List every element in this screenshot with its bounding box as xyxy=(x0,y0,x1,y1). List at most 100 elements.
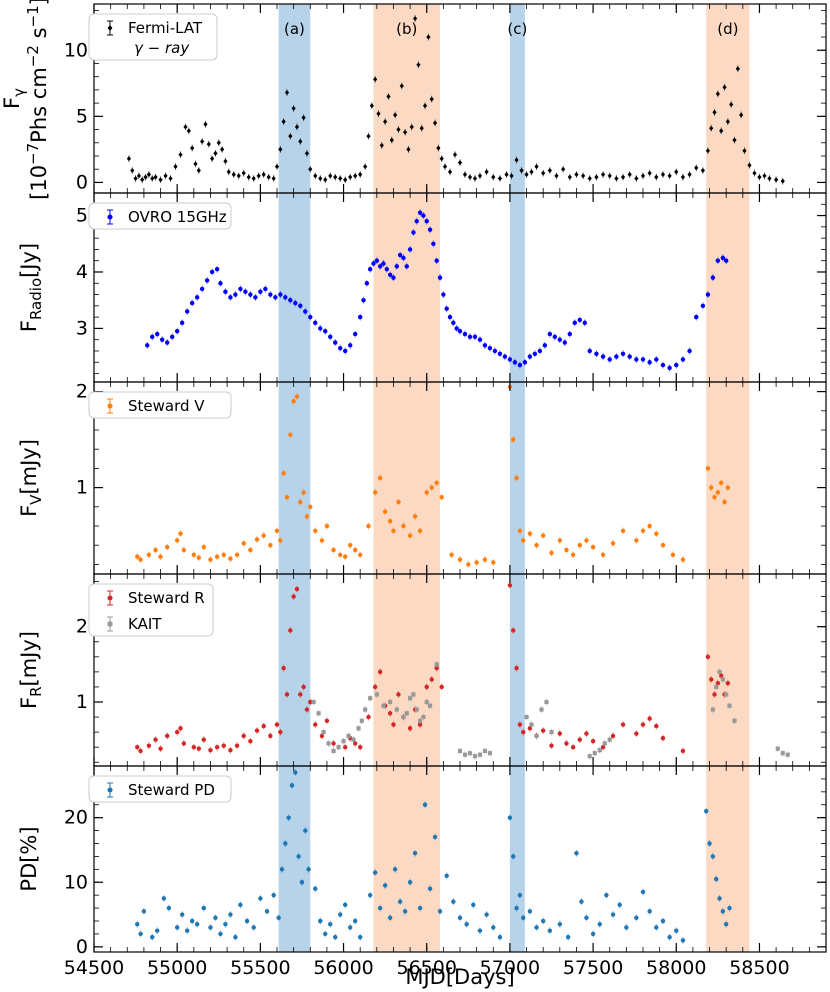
panel-3-series-1-point xyxy=(377,475,383,481)
panel-5-series-1-point xyxy=(717,896,722,901)
panel-1-series-1-point xyxy=(278,146,283,152)
panel-4-series-1-point xyxy=(208,747,213,753)
panel-1-series-1-point xyxy=(178,152,183,158)
panel-5-series-1-point xyxy=(617,902,622,908)
panel-2-series-1-point xyxy=(472,334,478,340)
panel-2-series-1-point xyxy=(507,357,513,362)
panel-4-ylabel: FR[mJy] xyxy=(17,631,45,709)
panel-1-series-1-point xyxy=(173,163,178,170)
panel-3-series-1-point xyxy=(449,552,454,558)
panel-5-series-1-point xyxy=(194,922,200,927)
panel-2-series-1-point xyxy=(532,351,538,357)
panel-5-series-1-point xyxy=(208,925,213,930)
panel-1-series-1-point xyxy=(186,128,191,134)
panel-2-series-1-point xyxy=(557,337,563,342)
panel-2-series-1-point xyxy=(387,272,393,278)
panel-2-series-1-point xyxy=(189,300,195,306)
panel-2-series-1-point xyxy=(667,365,672,371)
panel-2-series-1-point xyxy=(268,292,273,297)
panel-1-series-1-point xyxy=(323,177,328,183)
panel-2-series-1-point xyxy=(687,348,692,354)
panel-5-series-1-point xyxy=(407,880,413,885)
panel-3-series-1-point xyxy=(391,528,396,534)
panel-5-series-1-point xyxy=(293,770,298,775)
panel-4-series-2-point xyxy=(597,748,602,753)
panel-2-series-1-point xyxy=(228,295,233,300)
panel-3-series-1-point xyxy=(712,494,717,500)
panel-1-series-1-point xyxy=(419,125,424,131)
panel-5-series-1-point xyxy=(427,886,433,891)
panel-4-series-1-point xyxy=(284,692,290,697)
panel-1-series-1-point xyxy=(722,84,727,90)
panel-5-series-1-point xyxy=(138,931,143,937)
panel-3-series-1-point xyxy=(680,557,686,562)
panel-2-series-1-point xyxy=(288,297,293,303)
panel-4-series-2-point xyxy=(462,752,468,757)
panel-2-series-1-point xyxy=(293,300,298,306)
panel-5-series-1-point xyxy=(477,928,483,933)
panel-1-series-1-point xyxy=(143,174,148,180)
panel-5-series-1-point xyxy=(610,912,616,917)
panel-2-series-1-point xyxy=(674,362,679,368)
panel-1-series-1-point xyxy=(667,173,672,179)
panel-4-series-2-point xyxy=(401,714,406,720)
panel-1-series-1-point xyxy=(288,133,293,139)
panel-2-series-1-point xyxy=(253,295,258,300)
panel-2-series-1-point xyxy=(640,357,646,362)
panel-4-series-1-point xyxy=(191,744,197,750)
panel-1-series-1-point xyxy=(271,175,276,182)
panel-2-series-1-point xyxy=(417,210,423,215)
panel-2-series-1-point xyxy=(594,351,599,357)
panel-2-series-1-point xyxy=(627,354,632,359)
panel-2-series-1-point xyxy=(179,320,185,325)
panel-5-series-1-point xyxy=(238,902,243,908)
panel-1-series-1-point xyxy=(519,167,524,174)
panel-4-series-1-point xyxy=(391,722,396,727)
panel-3-series-1-point xyxy=(407,533,413,538)
panel-4-series-1-point xyxy=(680,748,686,754)
panel-3-series-1-point xyxy=(221,552,226,558)
panel-5-ylabel: PD[%] xyxy=(17,826,41,891)
panel-4-series-1-point xyxy=(654,723,659,729)
panel-5-series-1-point xyxy=(517,892,523,898)
panel-2-series-1-point xyxy=(421,213,426,218)
panel-3-series-1-point xyxy=(417,528,423,534)
panel-5-series-1-point xyxy=(565,934,571,940)
panel-1-series-1-point xyxy=(732,137,737,143)
panel-2-series-1-point xyxy=(537,348,543,354)
panel-1-series-1-point xyxy=(614,175,619,182)
panel-4-series-1-point xyxy=(274,722,280,727)
panel-1-series-1-point xyxy=(574,171,579,178)
panel-3-series-1-point xyxy=(178,531,183,536)
panel-2-series-1-point xyxy=(434,258,439,263)
panel-4-series-1-point xyxy=(146,743,152,748)
panel-1-series-1-point xyxy=(581,173,586,179)
panel-1-series-1-point xyxy=(709,125,714,131)
panel-1-series-1-point xyxy=(534,163,539,170)
panel-1-series-1-point xyxy=(762,173,767,179)
panel-4-series-1-point xyxy=(357,744,363,750)
panel-5-series-1-point xyxy=(296,854,301,859)
panel-1-series-1-point xyxy=(462,171,468,178)
panel-5-series-1-point xyxy=(527,909,533,914)
panel-2-series-1-point xyxy=(487,345,493,351)
panel-1-series-1-point xyxy=(196,167,201,174)
panel-4-series-2-point xyxy=(544,699,549,705)
panel-5-series-1-point xyxy=(223,922,228,927)
panel-3-series-1-point xyxy=(347,542,353,548)
panel-1-series-1-point xyxy=(284,89,290,96)
panel-5-series-1-point xyxy=(306,867,311,872)
panel-1-series-1-point xyxy=(223,158,228,164)
panel-2-series-1-point xyxy=(427,227,433,232)
panel-4-series-2-point xyxy=(368,696,373,701)
panel-1-series-1-point xyxy=(509,173,514,179)
panel-2-series-1-point xyxy=(567,331,573,337)
panel-2-series-1-point xyxy=(164,340,170,345)
panel-4-series-2-point xyxy=(472,754,478,759)
panel-2-series-1-point xyxy=(705,292,711,297)
region-label-3: (c) xyxy=(507,20,527,38)
panel-4-series-1-point xyxy=(718,673,724,678)
panel-4-series-1-point xyxy=(549,743,554,748)
panel-5-series-1-point xyxy=(507,815,513,820)
panel-3-series-1-point xyxy=(241,541,246,546)
